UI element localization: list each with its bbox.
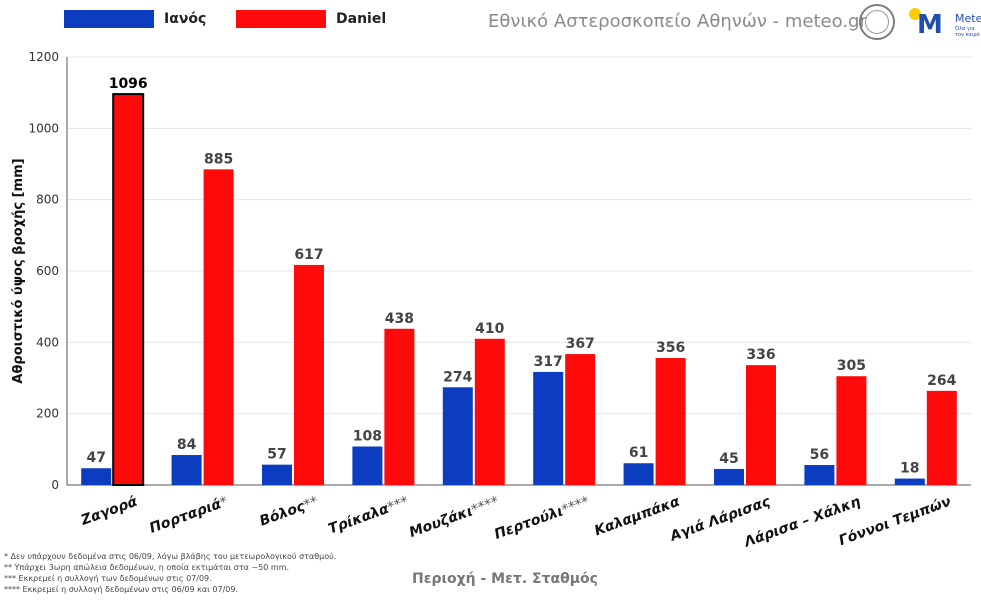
bar-daniel bbox=[384, 328, 415, 485]
legend-daniel: Daniel bbox=[236, 10, 386, 28]
x-category-label: Βόλος** bbox=[258, 494, 321, 530]
bar-ianos bbox=[442, 387, 473, 485]
bar-daniel bbox=[203, 169, 234, 485]
bar-daniel bbox=[655, 358, 686, 485]
legend-swatch-ianos bbox=[64, 10, 154, 28]
bar-daniel bbox=[746, 365, 776, 485]
footnote-1: * Δεν υπάρχουν δεδομένα στις 06/09, λόγω… bbox=[4, 552, 337, 561]
data-label-ianos: 274 bbox=[443, 369, 472, 385]
footnote-3: *** Εκκρεμεί η συλλογή των δεδομένων στι… bbox=[4, 574, 212, 583]
data-label-daniel: 305 bbox=[837, 358, 866, 374]
data-label-daniel: 410 bbox=[475, 321, 504, 337]
y-tick-label: 0 bbox=[51, 478, 59, 492]
data-label-daniel: 336 bbox=[746, 347, 775, 363]
x-category-label: Πορταριά* bbox=[147, 494, 230, 537]
y-tick-label: 200 bbox=[36, 407, 59, 421]
x-category-footnote-mark: **** bbox=[469, 494, 501, 519]
x-category-label: Ζαγορά bbox=[78, 494, 140, 530]
x-category-name: Βόλος bbox=[258, 498, 308, 529]
y-tick-label: 1200 bbox=[28, 50, 59, 64]
x-category-label: Τρίκαλα*** bbox=[326, 494, 410, 538]
data-label-daniel: 1096 bbox=[109, 76, 148, 92]
bar-daniel bbox=[294, 264, 324, 485]
bar-ianos bbox=[894, 478, 925, 485]
data-label-ianos: 61 bbox=[629, 445, 648, 461]
y-tick-label: 600 bbox=[36, 264, 59, 278]
x-category-name: Μουζάκι bbox=[407, 503, 475, 541]
legend-ianos: Ιανός bbox=[64, 10, 206, 28]
data-label-daniel: 617 bbox=[294, 247, 323, 263]
bar-ianos bbox=[533, 371, 564, 485]
data-label-daniel: 356 bbox=[656, 340, 685, 356]
meteo-logo: M Meteo Όλα για τον καιρό bbox=[909, 6, 981, 42]
meteo-logo-tagline: Όλα για τον καιρό bbox=[955, 26, 980, 38]
data-label-ianos: 18 bbox=[900, 461, 919, 477]
source-attribution: Εθνικό Αστεροσκοπείο Αθηνών - meteo.gr bbox=[488, 11, 867, 32]
x-category-name: Ζαγορά bbox=[78, 494, 140, 530]
observatory-seal-logo bbox=[859, 4, 895, 40]
x-category-label: Περτούλι**** bbox=[492, 494, 591, 543]
legend-label-daniel: Daniel bbox=[336, 11, 387, 27]
data-label-ianos: 45 bbox=[719, 451, 738, 467]
y-tick-label: 400 bbox=[36, 335, 59, 349]
x-category-name: Τρίκαλα bbox=[326, 501, 391, 538]
bar-ianos bbox=[171, 455, 202, 485]
x-category-footnote-mark: **** bbox=[560, 494, 592, 519]
y-tick-label: 1000 bbox=[28, 121, 59, 135]
data-label-daniel: 885 bbox=[204, 151, 233, 167]
y-axis-title: Αθροιστικό ύψος βροχής [mm] bbox=[11, 158, 26, 383]
data-label-ianos: 56 bbox=[810, 447, 829, 463]
data-label-ianos: 57 bbox=[267, 447, 286, 463]
bar-daniel bbox=[112, 93, 145, 487]
data-label-ianos: 47 bbox=[86, 450, 105, 466]
x-category-footnote-mark: ** bbox=[302, 494, 321, 514]
x-category-name: Περτούλι bbox=[492, 503, 565, 543]
bar-daniel bbox=[836, 376, 867, 485]
footnotes: * Δεν υπάρχουν δεδομένα στις 06/09, λόγω… bbox=[4, 551, 336, 595]
meteo-logo-brand: Meteo bbox=[955, 12, 981, 25]
y-tick-label: 800 bbox=[36, 193, 59, 207]
bar-ianos bbox=[623, 463, 654, 485]
data-label-ianos: 317 bbox=[534, 354, 563, 370]
legend-label-ianos: Ιανός bbox=[164, 11, 207, 27]
footnote-4: **** Εκκρεμεί η συλλογή δεδομένων στις 0… bbox=[4, 585, 238, 594]
bar-ianos bbox=[804, 465, 835, 485]
x-category-footnote-mark: *** bbox=[386, 494, 411, 516]
footnote-2: ** Υπάρχει 3ωρη απώλεια δεδομένων, η οπο… bbox=[4, 563, 290, 572]
x-category-label: Μουζάκι**** bbox=[407, 494, 501, 541]
data-label-daniel: 264 bbox=[927, 373, 956, 389]
legend-swatch-daniel bbox=[236, 10, 326, 28]
bar-ianos bbox=[262, 464, 292, 485]
data-label-ianos: 108 bbox=[353, 428, 382, 444]
x-category-name: Πορταριά bbox=[147, 496, 223, 537]
bar-daniel bbox=[565, 354, 596, 485]
bar-daniel bbox=[474, 338, 505, 485]
x-axis-title: Περιοχή - Μετ. Σταθμός bbox=[412, 571, 598, 587]
bar-ianos bbox=[714, 468, 744, 485]
bar-daniel bbox=[926, 390, 957, 485]
data-label-ianos: 84 bbox=[177, 437, 197, 453]
bar-ianos bbox=[352, 446, 383, 485]
data-label-daniel: 438 bbox=[385, 311, 414, 327]
bar-ianos bbox=[81, 468, 112, 485]
data-label-daniel: 367 bbox=[566, 336, 595, 352]
